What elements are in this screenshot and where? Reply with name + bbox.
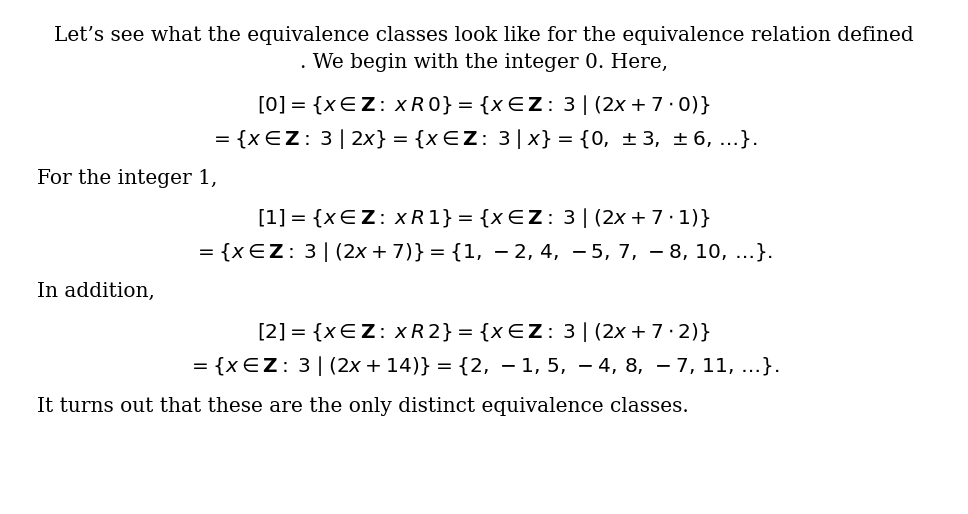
Text: In addition,: In addition, [37,282,155,301]
Text: $= \{x \in \mathbf{Z} :\; 3 \mid (2x+7)\} = \{1,\,-2,\,4,\,-5,\,7,\,-8,\,10,\,\l: $= \{x \in \mathbf{Z} :\; 3 \mid (2x+7)\… [195,240,773,264]
Text: $[2] = \{x \in \mathbf{Z} :\; x\,R\,2\} = \{x \in \mathbf{Z} :\; 3 \mid (2x+7\cd: $[2] = \{x \in \mathbf{Z} :\; x\,R\,2\} … [257,320,711,344]
Text: It turns out that these are the only distinct equivalence classes.: It turns out that these are the only dis… [37,397,688,416]
Text: For the integer 1,: For the integer 1, [37,169,217,188]
Text: $= \{x \in \mathbf{Z} :\; 3 \mid 2x\} = \{x \in \mathbf{Z} :\; 3 \mid x\} = \{0,: $= \{x \in \mathbf{Z} :\; 3 \mid 2x\} = … [210,127,758,151]
Text: $[0] = \{x \in \mathbf{Z} :\; x\,R\,0\} = \{x \in \mathbf{Z} :\; 3 \mid (2x+7\cd: $[0] = \{x \in \mathbf{Z} :\; x\,R\,0\} … [257,93,711,117]
Text: . We begin with the integer 0. Here,: . We begin with the integer 0. Here, [300,53,668,72]
Text: $[1] = \{x \in \mathbf{Z} :\; x\,R\,1\} = \{x \in \mathbf{Z} :\; 3 \mid (2x+7\cd: $[1] = \{x \in \mathbf{Z} :\; x\,R\,1\} … [257,206,711,230]
Text: Let’s see what the equivalence classes look like for the equivalence relation de: Let’s see what the equivalence classes l… [54,26,914,45]
Text: $= \{x \in \mathbf{Z} :\; 3 \mid (2x+14)\} = \{2,\,-1,\,5,\,-4,\,8,\,-7,\,11,\,\: $= \{x \in \mathbf{Z} :\; 3 \mid (2x+14)… [188,354,780,378]
